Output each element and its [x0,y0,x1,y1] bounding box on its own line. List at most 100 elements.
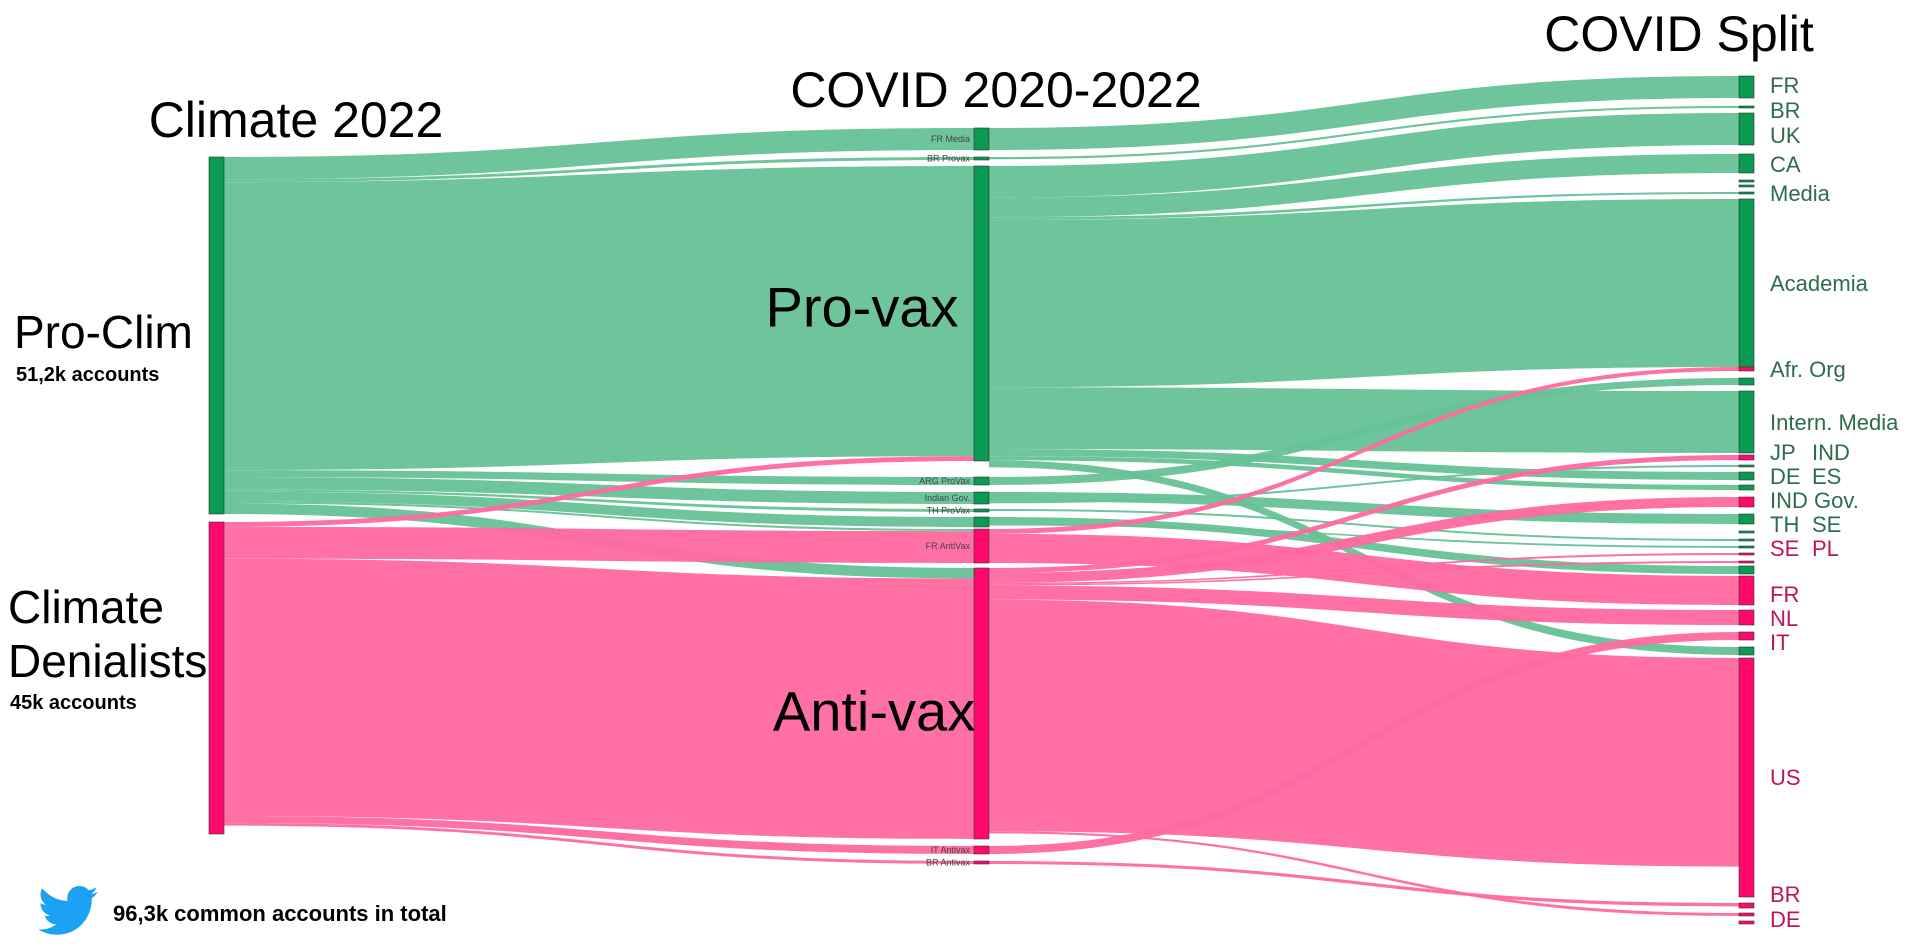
node-itanti[interactable] [973,845,990,855]
node-r_media[interactable] [1738,191,1755,195]
flow-indgov-to-r_indgov [989,492,1739,524]
flow-antivax-to-r_sep [989,553,1739,585]
flow-brpro-to-r_br [989,106,1739,160]
node-r_indgov[interactable] [1738,513,1755,525]
denialists-label-line2: Denialists [8,635,208,687]
node-label-r_indgov: IND Gov. [1770,488,1859,513]
node-label-itanti: IT Antivax [931,845,971,855]
node-r_frp[interactable] [1738,575,1755,606]
flow-proclim-to-arg [224,470,974,485]
node-r_pl[interactable] [1738,560,1755,564]
node-label-r_frp: FR [1770,582,1799,607]
node-label-r_media: Media [1770,181,1831,206]
total-accounts-caption: 96,3k common accounts in total [113,901,447,926]
flow-indgov-to-r_ind [989,465,1739,504]
node-label-r_de: DE [1770,464,1801,489]
pro-vax-label: Pro-vax [765,275,959,339]
node-r_nl[interactable] [1738,609,1755,626]
node-label-brpro: BR Provax [927,154,971,164]
flow-frmedia-to-r_fr [989,76,1739,150]
node-label-r_fr: FR [1770,73,1799,98]
node-r_ca[interactable] [1738,153,1755,174]
node-r_se[interactable] [1738,545,1755,549]
node-franti[interactable] [973,528,990,564]
node-label-r_intm: Intern. Media [1770,410,1899,435]
flow-antivax-to-r_us [989,599,1739,867]
node-label-r_jp: JP [1770,440,1796,465]
node-label-r_br: BR [1770,98,1801,123]
node-label-indgov: Indian Gov. [925,493,970,503]
node-r_br[interactable] [1738,105,1755,109]
node-label-r_ind: IND [1812,440,1850,465]
node-r_g2[interactable] [1738,565,1755,575]
node-r_brp[interactable] [1738,902,1755,909]
anti-vax-label: Anti-vax [772,679,976,743]
node-arg[interactable] [973,476,990,486]
denialists-count: 45k accounts [10,692,137,714]
node-r_de[interactable] [1738,471,1755,481]
node-r_es[interactable] [1738,496,1755,508]
flow-provax-to-r_intm [989,387,1739,453]
node-r_uk[interactable] [1738,112,1755,146]
node-r_th[interactable] [1738,538,1755,542]
node-r_x6[interactable] [1738,920,1755,925]
node-r_x5[interactable] [1738,530,1755,534]
node-r_ind[interactable] [1738,464,1755,468]
node-brpro[interactable] [973,156,990,161]
node-r_g3[interactable] [1738,646,1755,656]
node-label-frmedia: FR Media [931,134,970,144]
node-indgov[interactable] [973,491,990,505]
node-thpro[interactable] [973,508,990,513]
node-antivax[interactable] [973,567,990,840]
flow-othg-to-r_g2 [989,517,1739,574]
node-r_us[interactable] [1738,657,1755,898]
node-proclim[interactable] [208,156,225,515]
node-r_x1[interactable] [1738,179,1755,183]
node-provax[interactable] [973,165,990,462]
flow-proclim-to-brpro [224,157,974,183]
node-branti[interactable] [973,860,990,865]
flow-proclim-to-thpro [224,489,974,512]
node-r_sep[interactable] [1738,552,1755,556]
node-label-r_th: TH [1770,512,1799,537]
flow-denial-to-franti [224,526,974,563]
node-label-franti: FR AntiVax [926,541,971,551]
flow-arg-to-r_x3 [989,378,1739,485]
node-label-r_pl: PL [1812,536,1839,561]
flow-proclim-to-othg [224,491,974,527]
twitter-bird-icon [38,886,98,935]
flow-denial-to-itanti [224,815,974,854]
node-r_fr[interactable] [1738,75,1755,99]
node-r_x2[interactable] [1738,184,1755,188]
node-r_jp[interactable] [1738,454,1755,461]
node-othg[interactable] [973,516,990,528]
column-title-covid: COVID 2020-2022 [790,62,1202,118]
node-label-arg: ARG ProVax [919,476,970,486]
node-r_intm[interactable] [1738,390,1755,454]
flow-proclim-to-provax [224,166,974,471]
node-label-r_nl: NL [1770,606,1798,631]
flow-antivax-to-r_nl [989,585,1739,625]
node-frmedia[interactable] [973,127,990,151]
pro-clim-label: Pro-Clim [14,306,193,358]
flow-antivax-to-r_es [989,497,1739,583]
flow-provax-to-r_ca [989,154,1739,218]
node-denial[interactable] [208,521,225,835]
node-label-r_afr: Afr. Org [1770,357,1846,382]
node-r_afr[interactable] [1738,366,1755,372]
node-label-branti: BR Antivax [926,858,971,868]
flow-antivax-to-r_pl [989,561,1739,586]
node-label-r_acad: Academia [1770,271,1869,296]
flow-antivax-to-r_jp [989,455,1739,573]
node-r_x3[interactable] [1738,377,1755,386]
node-r_dep[interactable] [1738,912,1755,917]
node-label-thpro: TH ProVax [927,506,971,516]
node-label-r_es: ES [1812,464,1841,489]
denialists-label-line1: Climate [8,581,164,633]
node-r_x4[interactable] [1738,484,1755,491]
node-label-r_se: SE [1812,512,1841,537]
flow-provax-to-r_media [989,192,1739,221]
node-r_acad[interactable] [1738,198,1755,368]
node-r_it[interactable] [1738,631,1755,641]
